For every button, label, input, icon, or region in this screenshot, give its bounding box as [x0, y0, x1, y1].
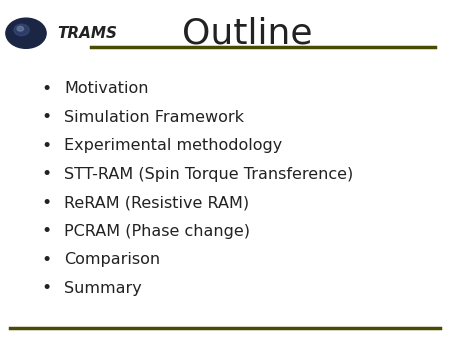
- Circle shape: [14, 24, 29, 35]
- Text: •: •: [41, 165, 51, 183]
- Text: •: •: [41, 222, 51, 240]
- Text: TRAMS: TRAMS: [57, 26, 117, 41]
- Text: •: •: [41, 279, 51, 297]
- Text: Outline: Outline: [182, 17, 313, 50]
- Text: ReRAM (Resistive RAM): ReRAM (Resistive RAM): [64, 195, 249, 210]
- Text: •: •: [41, 194, 51, 212]
- Text: Comparison: Comparison: [64, 252, 160, 267]
- Circle shape: [17, 26, 23, 31]
- Text: •: •: [41, 137, 51, 154]
- Text: •: •: [41, 108, 51, 126]
- Text: Summary: Summary: [64, 281, 142, 295]
- Text: Simulation Framework: Simulation Framework: [64, 110, 244, 124]
- Text: STT-RAM (Spin Torque Transference): STT-RAM (Spin Torque Transference): [64, 167, 353, 182]
- Text: •: •: [41, 250, 51, 268]
- Text: PCRAM (Phase change): PCRAM (Phase change): [64, 223, 250, 239]
- Circle shape: [6, 18, 46, 48]
- Text: Motivation: Motivation: [64, 81, 148, 96]
- Text: Experimental methodology: Experimental methodology: [64, 138, 282, 153]
- Text: •: •: [41, 79, 51, 98]
